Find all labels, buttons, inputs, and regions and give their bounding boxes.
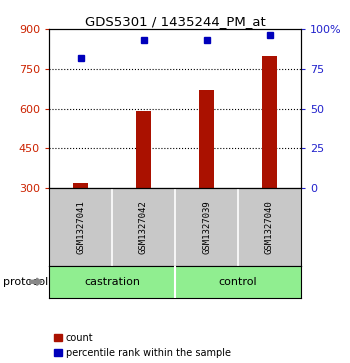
Bar (73, 183, 88, 188)
Text: control: control (219, 277, 257, 287)
Bar (199, 90, 214, 188)
Bar (262, 56, 277, 188)
Bar (136, 111, 151, 188)
Title: GDS5301 / 1435244_PM_at: GDS5301 / 1435244_PM_at (85, 15, 265, 28)
Text: GSM1327040: GSM1327040 (265, 200, 274, 254)
Text: GSM1327041: GSM1327041 (76, 200, 85, 254)
Text: GSM1327039: GSM1327039 (202, 200, 211, 254)
Text: castration: castration (84, 277, 140, 287)
Legend: count, percentile rank within the sample: count, percentile rank within the sample (54, 333, 231, 358)
Text: protocol: protocol (4, 277, 49, 287)
Text: GSM1327042: GSM1327042 (139, 200, 148, 254)
